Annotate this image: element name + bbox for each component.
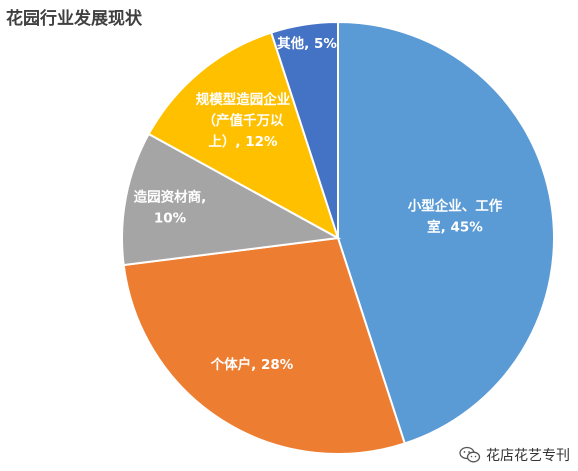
pie-slice <box>122 236 407 455</box>
pie-slice <box>147 31 340 241</box>
slice-label: 个体户, 28% <box>210 356 294 373</box>
pie-slice <box>337 20 555 445</box>
chart-title: 花园行业发展现状 <box>6 9 142 29</box>
slice-label: 造园资材商, 10% <box>134 189 207 227</box>
slice-label: 规模型造园企业（产值千万以上）, 12% <box>196 91 291 150</box>
watermark: 花店花艺专刊 <box>459 445 570 465</box>
watermark-text: 花店花艺专刊 <box>486 448 570 464</box>
pie-slice <box>269 20 339 239</box>
slice-label: 其他, 5% <box>277 35 337 52</box>
pie-slice <box>121 132 342 267</box>
wechat-icon <box>459 446 481 463</box>
slice-label: 小型企业、工作室, 45% <box>408 198 503 236</box>
